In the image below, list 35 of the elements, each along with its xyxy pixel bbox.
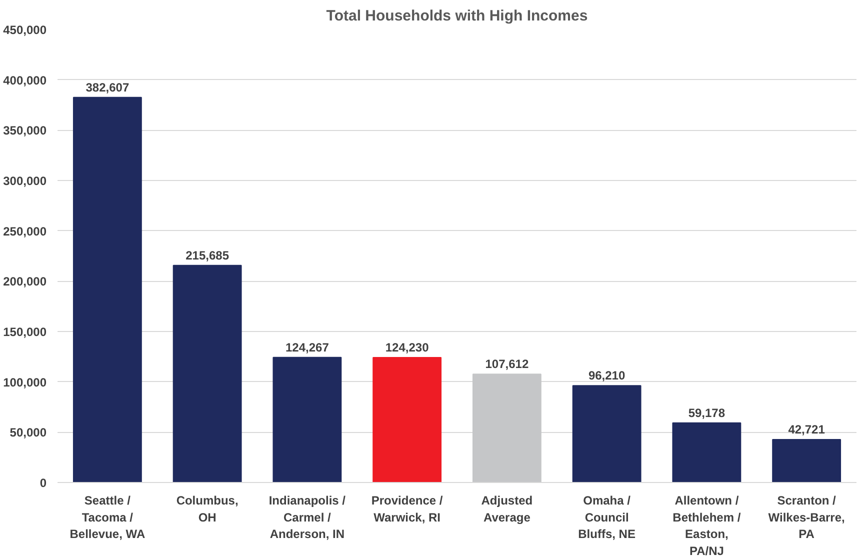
data-label: 96,210 xyxy=(588,368,626,383)
y-tick-label: 50,000 xyxy=(10,426,47,440)
y-tick-label: 0 xyxy=(40,476,47,490)
y-tick-label: 250,000 xyxy=(3,224,47,238)
x-tick-label: Scranton / Wilkes-Barre, PA xyxy=(768,494,845,542)
data-label: 107,612 xyxy=(485,357,529,372)
x-tick-label: Indianapolis / Carmel / Anderson, IN xyxy=(268,494,346,542)
y-tick-label: 350,000 xyxy=(3,124,47,138)
bar xyxy=(772,438,842,482)
data-label: 124,230 xyxy=(385,340,430,354)
y-tick-label: 100,000 xyxy=(3,375,47,390)
y-tick-label: 300,000 xyxy=(3,174,47,188)
y-tick-label: 450,000 xyxy=(3,23,47,37)
y-tick-label: 150,000 xyxy=(3,325,47,339)
y-tick-label: 400,000 xyxy=(3,73,47,88)
bar xyxy=(472,374,542,482)
x-tick-label: Seattle / Tacoma / Bellevue, WA xyxy=(70,494,146,542)
bar xyxy=(272,356,342,482)
x-tick-label: Omaha / Council Bluffs, NE xyxy=(578,494,636,542)
x-tick-label: Providence / Warwick, RI xyxy=(371,494,444,524)
data-label: 124,267 xyxy=(286,340,330,354)
bar xyxy=(672,422,742,482)
x-tick-label: Allentown / Bethlehem / Easton, PA/NJ xyxy=(672,494,742,558)
data-label: 215,685 xyxy=(186,248,230,262)
data-label: 382,607 xyxy=(86,80,130,94)
y-tick-label: 200,000 xyxy=(3,274,47,289)
x-tick-label: Columbus, OH xyxy=(176,494,238,524)
chart-title: Total Households with High Incomes xyxy=(326,8,588,24)
data-label: 42,721 xyxy=(788,422,826,436)
x-tick-label: Adjusted Average xyxy=(481,494,533,524)
bar xyxy=(572,385,642,482)
bar xyxy=(72,96,142,482)
bar xyxy=(172,264,242,482)
bar xyxy=(372,356,442,482)
data-label: 59,178 xyxy=(688,406,726,420)
